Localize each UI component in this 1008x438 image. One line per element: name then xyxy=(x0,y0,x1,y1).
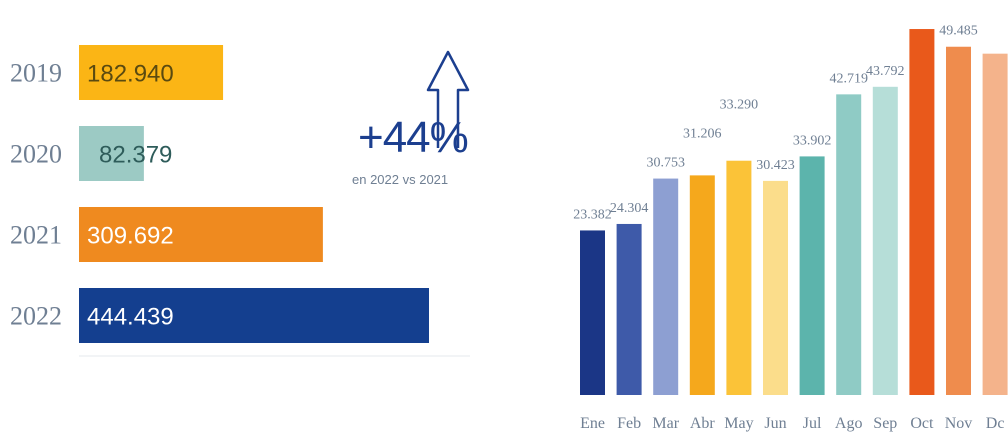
year-bar xyxy=(79,45,224,100)
month-bar xyxy=(909,29,935,396)
year-label: 2021 xyxy=(10,221,62,250)
monthly-bar-chart: 23.382 Ene 24.304 Feb 30.753 Mar 31.206 Abr 33.2… xyxy=(573,24,1008,432)
month-label: Jul xyxy=(803,415,822,432)
year-bar-value: 444.439 xyxy=(87,304,174,331)
month-bar-value: 31.206 xyxy=(683,126,722,141)
up-arrow-icon xyxy=(426,50,470,148)
month-bar-value: 49.485 xyxy=(939,24,978,39)
year-bar-value: 82.379 xyxy=(99,142,172,169)
month-label: Ene xyxy=(580,415,605,432)
year-label: 2020 xyxy=(10,140,62,169)
month-bar-value: 24.304 xyxy=(610,201,649,216)
month-bar xyxy=(872,86,898,396)
month-bar xyxy=(689,175,715,395)
month-bar-value: 42.719 xyxy=(829,71,868,86)
month-label: Dc xyxy=(986,415,1005,432)
month-label: Oct xyxy=(910,415,934,432)
month-bar-value: 33.290 xyxy=(720,98,759,113)
month-bar-value: 23.382 xyxy=(573,207,612,222)
month-bar xyxy=(946,46,971,395)
growth-caption: en 2022 vs 2021 xyxy=(352,172,448,187)
month-bar xyxy=(580,230,605,395)
month-bar xyxy=(982,53,1008,396)
month-bar xyxy=(616,223,642,395)
year-bar xyxy=(79,207,323,262)
month-bar xyxy=(836,94,862,395)
year-bar xyxy=(79,126,144,181)
month-bar xyxy=(799,156,825,395)
year-bar xyxy=(79,288,429,343)
month-bar-value: 30.423 xyxy=(756,158,795,173)
year-bar-value: 182.940 xyxy=(87,61,174,88)
month-bar xyxy=(653,178,679,395)
month-label: May xyxy=(724,415,753,432)
month-label: Ago xyxy=(835,415,863,432)
month-label: Nov xyxy=(945,415,973,432)
month-label: Jun xyxy=(764,415,786,432)
month-label: Sep xyxy=(873,415,897,432)
month-label: Mar xyxy=(652,415,679,432)
year-label: 2022 xyxy=(10,302,62,331)
year-bar-value: 309.692 xyxy=(87,223,174,250)
month-bar-value: 30.753 xyxy=(646,156,685,171)
year-label: 2019 xyxy=(10,59,62,88)
month-bar-value: 43.792 xyxy=(866,64,905,79)
yearly-bar-chart: 2019 182.940 2020 82.379 2021 309.692 2022 444.… xyxy=(10,45,470,357)
growth-callout: +44% en 2022 vs 2021 xyxy=(352,50,470,187)
month-bar xyxy=(726,160,752,395)
growth-percentage: +44% xyxy=(358,113,468,162)
month-bar-value: 33.902 xyxy=(793,133,832,148)
month-bar xyxy=(763,180,788,395)
month-label: Abr xyxy=(690,415,716,432)
month-label: Feb xyxy=(617,415,641,432)
